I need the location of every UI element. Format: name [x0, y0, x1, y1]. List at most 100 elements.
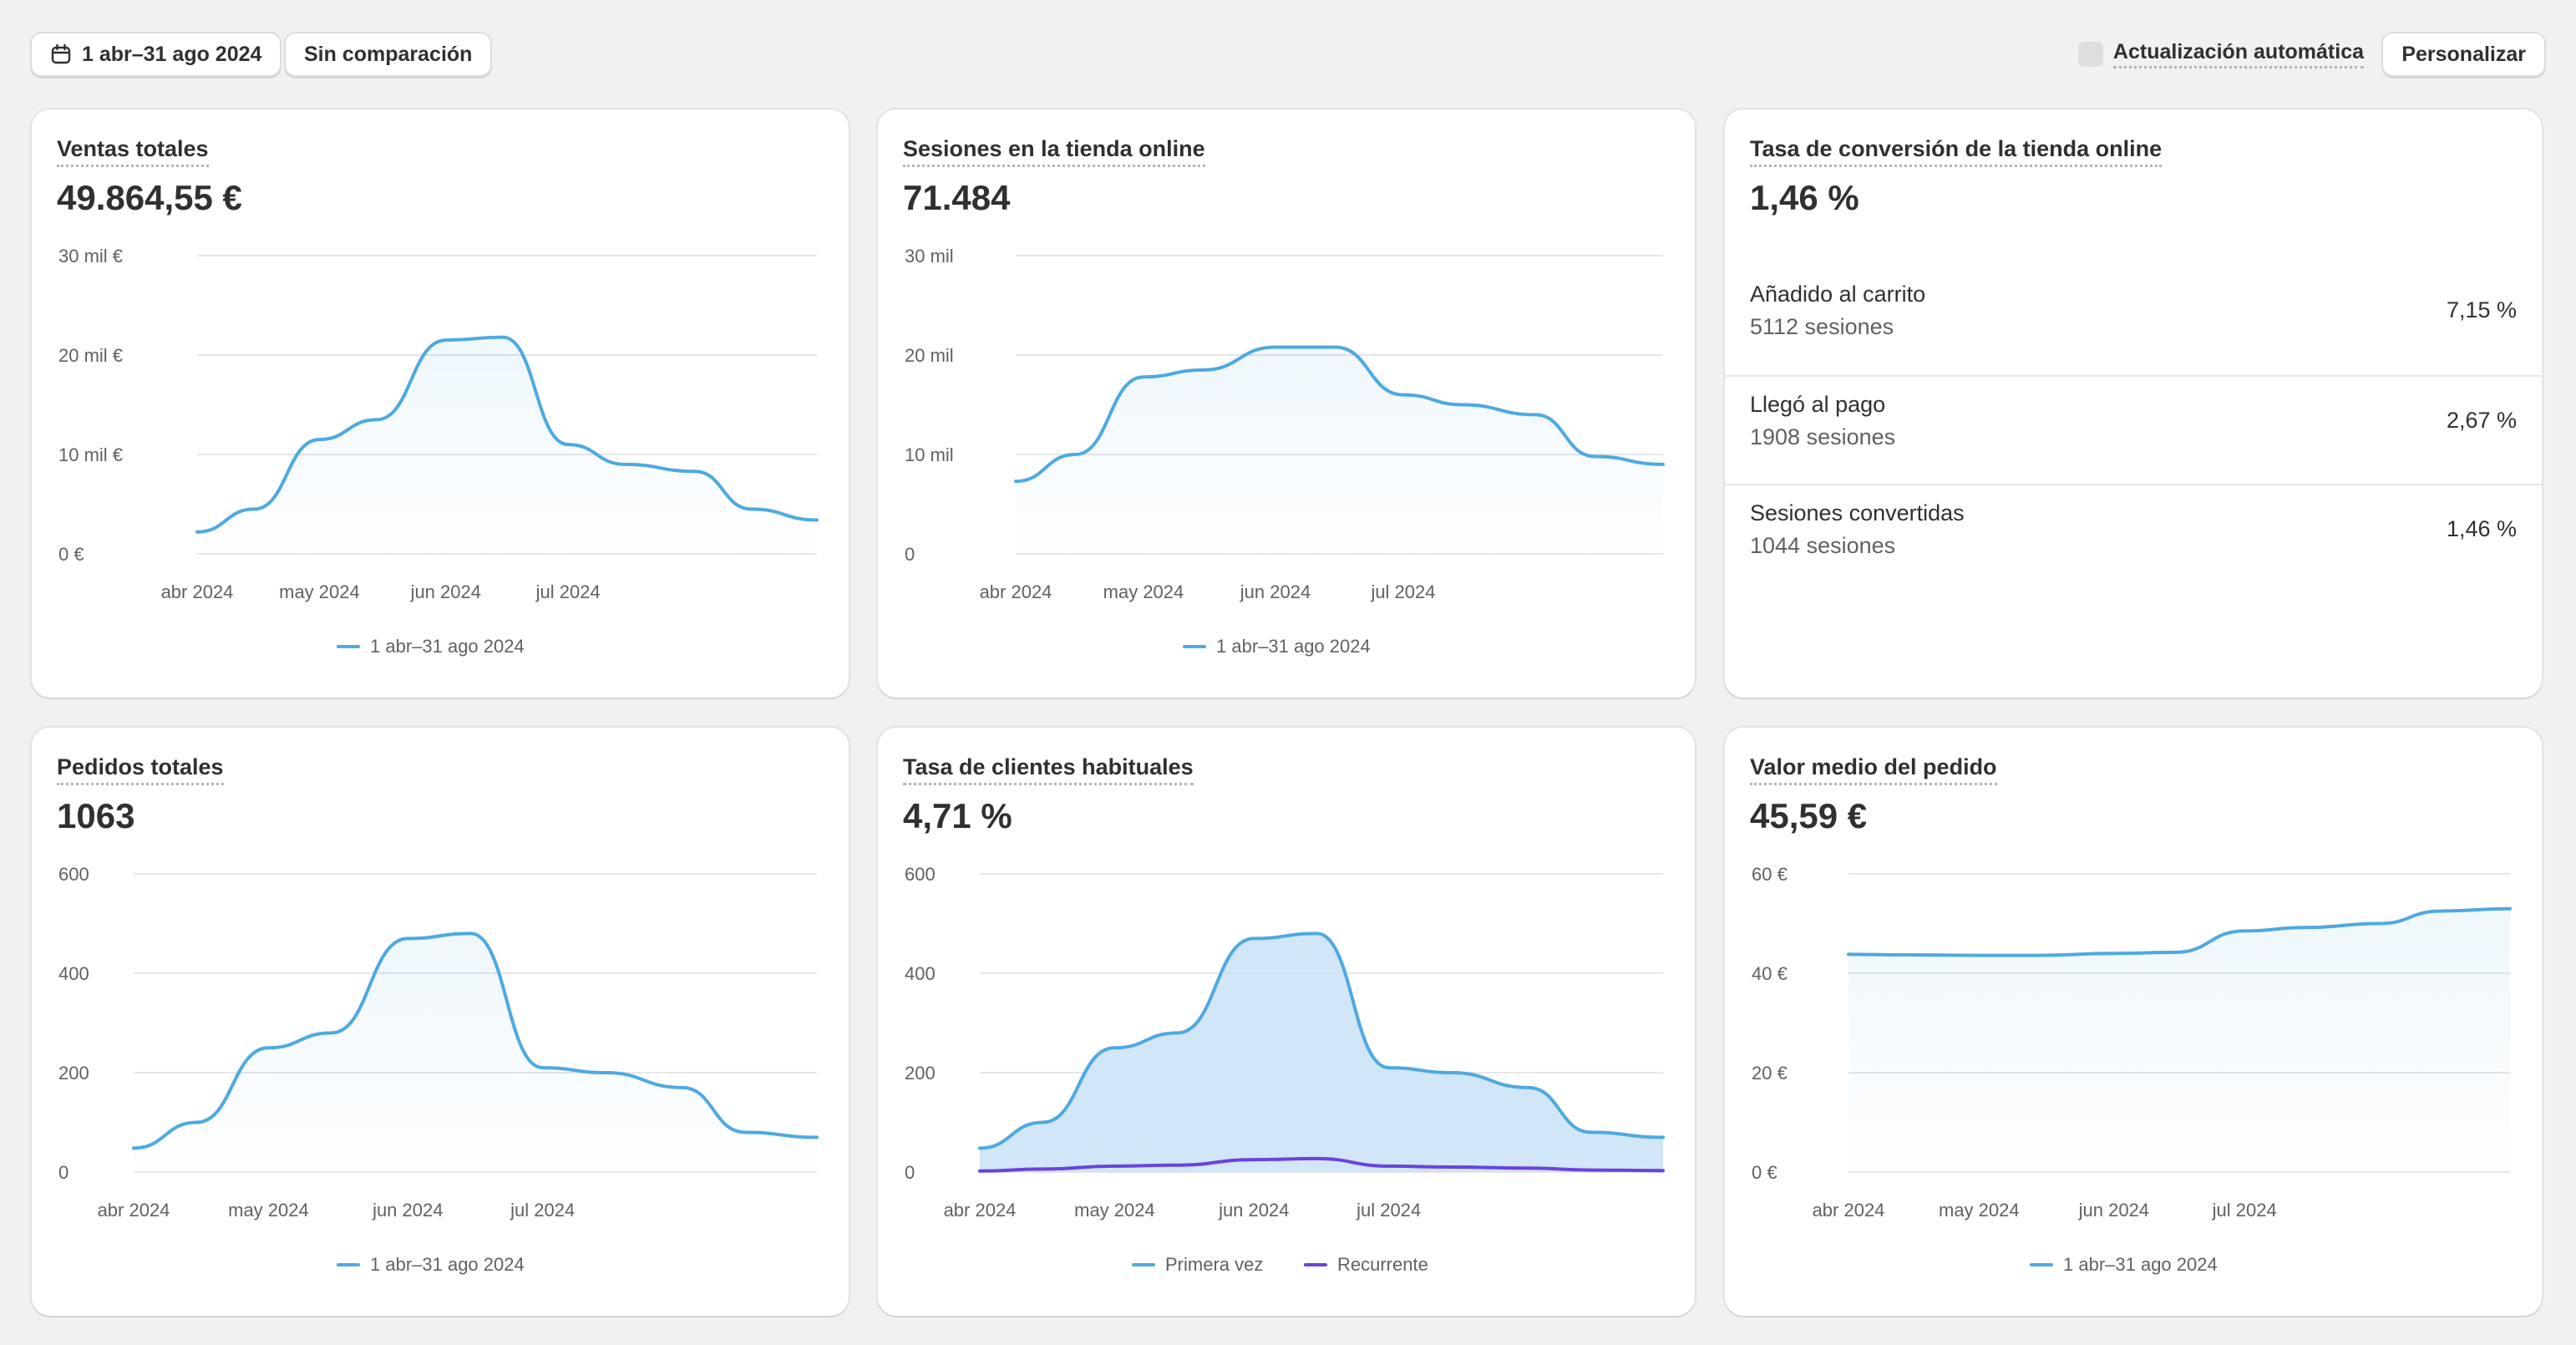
funnel-step-rate: 2,67 % — [2446, 408, 2517, 433]
legend-label: 1 abr–31 ago 2024 — [370, 1254, 525, 1275]
legend-label: 1 abr–31 ago 2024 — [1216, 636, 1371, 657]
card-title[interactable]: Sesiones en la tienda online — [903, 136, 1205, 167]
date-range-button[interactable]: 1 abr–31 ago 2024 — [30, 32, 282, 77]
y-tick-label: 400 — [58, 963, 89, 984]
funnel-step-label: Llegó al pago — [1750, 392, 1886, 417]
y-tick-label: 20 € — [1752, 1063, 1787, 1084]
x-tick-label: abr 2024 — [944, 1200, 1017, 1221]
x-tick-label: may 2024 — [279, 581, 360, 602]
toolbar: 1 abr–31 ago 2024 Sin comparación Actual… — [30, 32, 2546, 79]
y-tick-label: 30 mil € — [58, 246, 123, 266]
y-tick-label: 0 — [58, 1162, 68, 1183]
sales-chart: 0 € 10 mil € 20 mil € 30 mil € abr 2024 may 2… — [58, 246, 819, 657]
x-tick-label: jun 2024 — [1218, 1200, 1289, 1221]
y-tick-label: 10 mil € — [58, 444, 123, 465]
x-tick-label: may 2024 — [228, 1200, 309, 1221]
y-tick-label: 600 — [905, 864, 936, 885]
card-title[interactable]: Valor medio del pedido — [1750, 754, 1997, 785]
y-tick-label: 600 — [58, 864, 89, 885]
x-tick-label: jul 2024 — [1370, 581, 1435, 602]
funnel-step-rate: 7,15 % — [2446, 297, 2517, 322]
series-area — [980, 933, 1663, 1172]
customize-label: Personalizar — [2401, 42, 2526, 66]
series-area — [197, 337, 817, 554]
series-line — [1847, 906, 2512, 957]
x-tick-label: jul 2024 — [2212, 1200, 2277, 1221]
card-title[interactable]: Tasa de clientes habituales — [903, 754, 1194, 785]
comparison-label: Sin comparación — [304, 42, 473, 66]
y-tick-label: 400 — [905, 963, 936, 984]
returning-chart: 0 200 400 600 abr 2024 may 2024 jun 2024 jul 20… — [905, 864, 1665, 1275]
card-value: 1063 — [57, 796, 135, 835]
card-value: 45,59 € — [1750, 796, 1868, 835]
series-line — [978, 931, 1665, 1150]
x-tick-label: jul 2024 — [1356, 1200, 1421, 1221]
x-tick-label: may 2024 — [1103, 581, 1184, 602]
x-tick-label: jun 2024 — [2078, 1200, 2149, 1221]
y-tick-label: 60 € — [1752, 864, 1787, 885]
series-area — [1848, 908, 2510, 1172]
legend-label: Recurrente — [1337, 1254, 1428, 1275]
funnel-step-sessions: 1044 sesiones — [1750, 533, 1896, 558]
card-value: 4,71 % — [903, 796, 1012, 835]
x-tick-label: jun 2024 — [372, 1200, 443, 1221]
funnel-step-sessions: 1908 sesiones — [1750, 424, 1896, 449]
card-value: 49.864,55 € — [57, 178, 242, 217]
funnel-step-label: Sesiones convertidas — [1750, 500, 1965, 525]
y-tick-label: 20 mil € — [58, 345, 123, 366]
funnel-row-converted: Sesiones convertidas 1044 sesiones 1,46 … — [1725, 484, 2542, 592]
x-tick-label: may 2024 — [1939, 1200, 2020, 1221]
series-line — [195, 335, 819, 534]
card-total-orders[interactable]: Pedidos totales 1063 0 200 400 600 abr 2024 m… — [32, 728, 849, 1316]
aov-chart: 0 € 20 € 40 € 60 € abr 2024 may 2024 jun 2024 j… — [1752, 864, 2512, 1275]
series-line — [132, 931, 819, 1150]
auto-refresh-checkbox[interactable] — [2077, 42, 2103, 67]
y-tick-label: 0 — [905, 1162, 915, 1183]
card-returning-customers[interactable]: Tasa de clientes habituales 4,71 % 0 200 4… — [878, 728, 1695, 1316]
legend-label: 1 abr–31 ago 2024 — [2063, 1254, 2218, 1275]
card-title[interactable]: Ventas totales — [57, 136, 209, 167]
funnel-step-sessions: 5112 sesiones — [1750, 314, 1894, 339]
card-title[interactable]: Tasa de conversión de la tienda online — [1750, 136, 2163, 167]
card-online-sessions[interactable]: Sesiones en la tienda online 71.484 0 10 … — [878, 109, 1695, 698]
legend-label: 1 abr–31 ago 2024 — [370, 636, 525, 657]
date-range-label: 1 abr–31 ago 2024 — [82, 42, 262, 66]
calendar-icon — [51, 43, 71, 64]
x-tick-label: jun 2024 — [410, 581, 481, 602]
x-tick-label: abr 2024 — [98, 1200, 170, 1221]
comparison-button[interactable]: Sin comparación — [284, 32, 493, 77]
y-tick-label: 0 — [905, 544, 915, 565]
x-tick-label: abr 2024 — [980, 581, 1052, 602]
legend-label: Primera vez — [1165, 1254, 1263, 1275]
x-tick-label: jul 2024 — [510, 1200, 575, 1221]
card-title[interactable]: Pedidos totales — [57, 754, 224, 785]
series-line — [1014, 345, 1665, 484]
series-area — [1016, 347, 1663, 554]
x-tick-label: jun 2024 — [1240, 581, 1311, 602]
y-tick-label: 10 mil — [905, 444, 954, 465]
card-average-order-value[interactable]: Valor medio del pedido 45,59 € 0 € 20 € 40… — [1725, 728, 2542, 1316]
card-value: 71.484 — [903, 178, 1011, 217]
y-tick-label: 30 mil — [905, 246, 954, 266]
funnel-row-added-to-cart: Añadido al carrito 5112 sesiones 7,15 % — [1725, 266, 2542, 375]
x-tick-label: abr 2024 — [1813, 1200, 1885, 1221]
card-value: 1,46 % — [1750, 178, 1859, 217]
auto-refresh-toggle[interactable]: Actualización automática — [2077, 32, 2364, 77]
orders-chart: 0 200 400 600 abr 2024 may 2024 jun 2024 jul 20… — [58, 864, 819, 1275]
funnel-step-label: Añadido al carrito — [1750, 282, 1926, 307]
x-tick-label: abr 2024 — [161, 581, 234, 602]
x-tick-label: jul 2024 — [535, 581, 601, 602]
customize-button[interactable]: Personalizar — [2381, 32, 2546, 77]
card-total-sales[interactable]: Ventas totales 49.864,55 € 0 € 10 mil € 20… — [32, 109, 849, 698]
series-area — [134, 933, 817, 1172]
funnel-row-reached-checkout: Llegó al pago 1908 sesiones 2,67 % — [1725, 375, 2542, 484]
y-tick-label: 200 — [58, 1063, 89, 1084]
auto-refresh-label: Actualización automática — [2112, 40, 2364, 69]
card-conversion-rate[interactable]: Tasa de conversión de la tienda online 1… — [1725, 109, 2542, 698]
y-tick-label: 0 € — [1752, 1162, 1777, 1183]
conversion-funnel: Añadido al carrito 5112 sesiones 7,15 % … — [1725, 266, 2542, 592]
y-tick-label: 20 mil — [905, 345, 954, 366]
funnel-step-rate: 1,46 % — [2446, 516, 2517, 541]
y-tick-label: 200 — [905, 1063, 936, 1084]
x-tick-label: may 2024 — [1074, 1200, 1155, 1221]
